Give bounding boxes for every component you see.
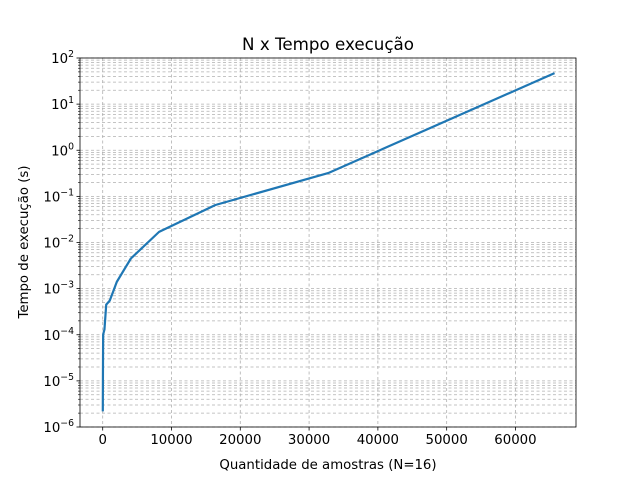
series-layer xyxy=(101,72,556,412)
y-tick-label: 10−1 xyxy=(43,187,74,205)
x-tick-label: 50000 xyxy=(426,433,468,448)
y-tick-label: 10−2 xyxy=(43,234,74,252)
chart-title: N x Tempo execução xyxy=(242,34,414,54)
y-tick-label: 101 xyxy=(51,95,74,113)
y-tick-label: 102 xyxy=(51,49,74,67)
series-line xyxy=(101,72,556,412)
x-axis: 0 10000 20000 30000 40000 50000 60000 xyxy=(98,427,537,448)
y-axis: 10−6 10−5 10−4 10−3 10−2 10−1 100 101 102 xyxy=(43,49,80,436)
y-tick-label: 10−5 xyxy=(43,372,74,390)
x-tick-label: 30000 xyxy=(288,433,330,448)
x-tick-label: 40000 xyxy=(357,433,399,448)
x-tick-label: 20000 xyxy=(219,433,261,448)
y-tick-label: 10−4 xyxy=(43,326,74,344)
grid xyxy=(80,57,576,428)
y-axis-label: Tempo de execução (s) xyxy=(17,165,32,319)
x-tick-label: 10000 xyxy=(150,433,192,448)
y-tick-label: 10−3 xyxy=(43,280,74,298)
x-axis-label: Quantidade de amostras (N=16) xyxy=(219,458,436,473)
x-tick-label: 60000 xyxy=(494,433,536,448)
y-tick-label: 100 xyxy=(51,141,74,159)
y-tick-label: 10−6 xyxy=(43,418,74,436)
x-tick-label: 0 xyxy=(98,433,106,448)
